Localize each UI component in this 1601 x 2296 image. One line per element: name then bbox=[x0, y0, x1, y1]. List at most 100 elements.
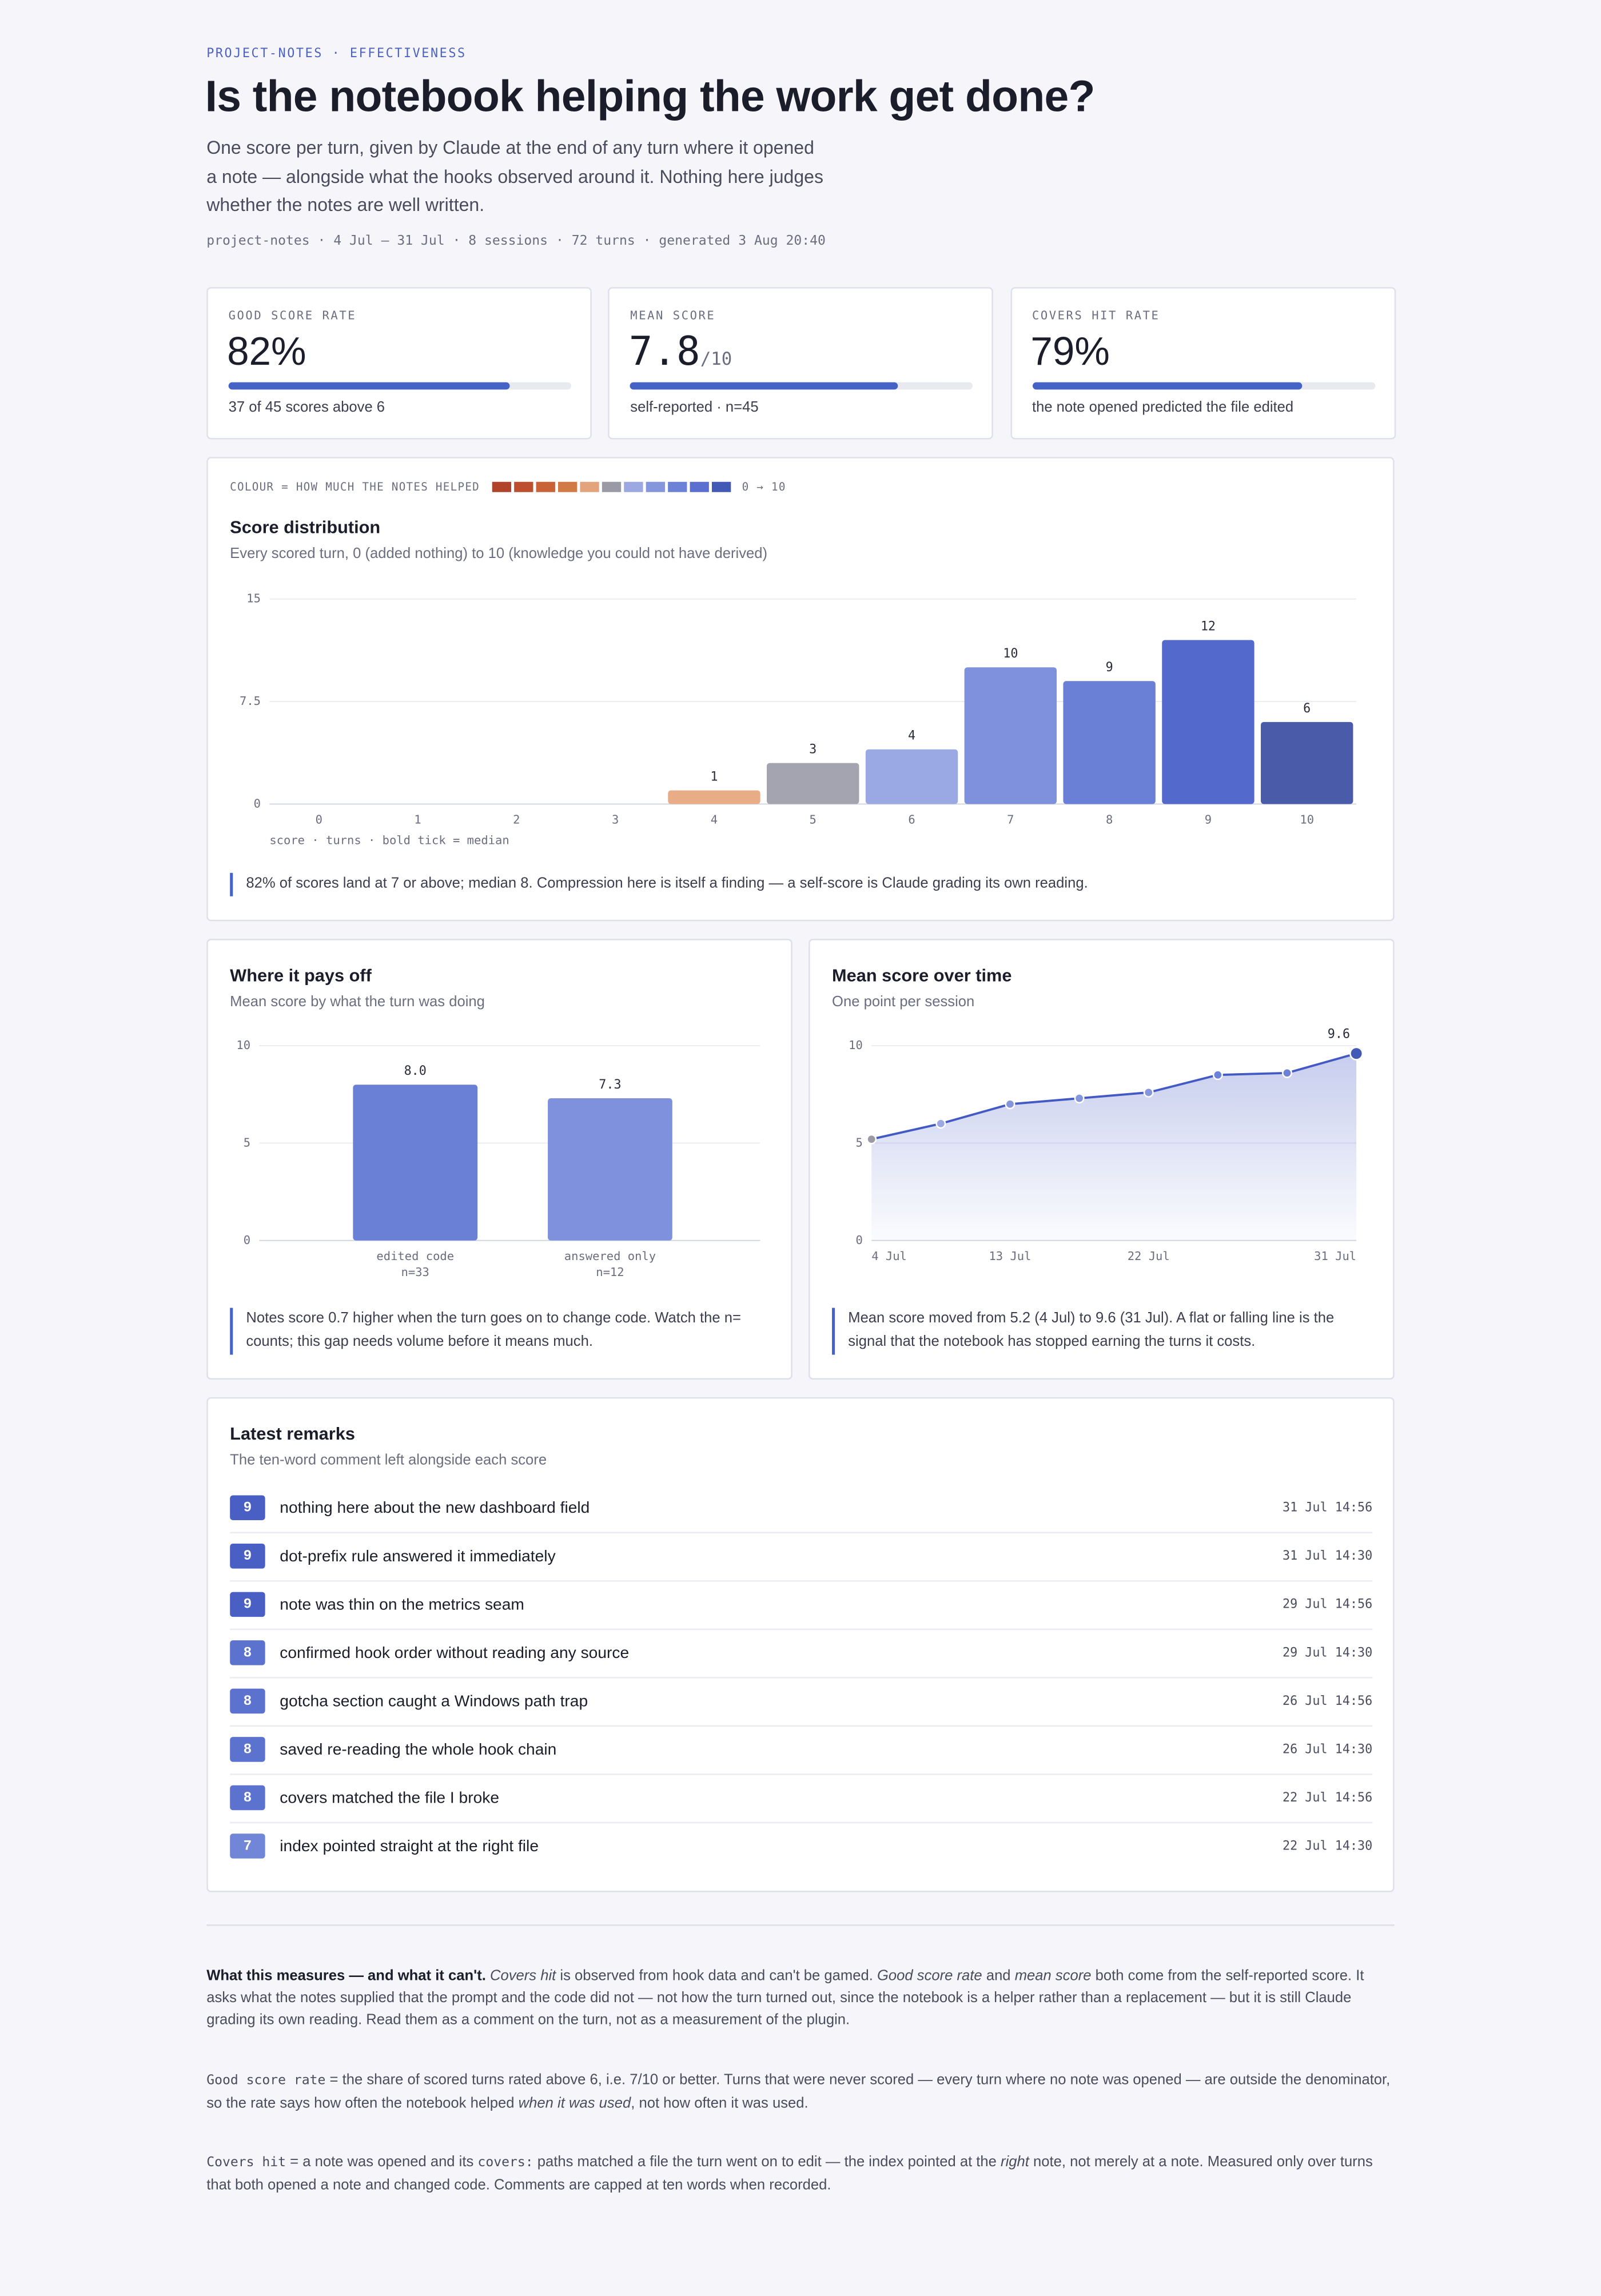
footer-text: What this measures — and what it can't. bbox=[206, 1968, 486, 1985]
footer-text bbox=[486, 1968, 490, 1984]
point bbox=[866, 1134, 877, 1145]
chart: 0 5 10 8.0 edited code n=33 7.3 answered only n=… bbox=[236, 1038, 760, 1279]
swatch bbox=[491, 481, 511, 492]
footer-paragraph: What this measures — and what it can't. … bbox=[206, 1966, 1395, 2031]
remark-text: dot-prefix rule answered it immediately bbox=[280, 1547, 556, 1565]
remark-text: saved re-reading the whole hook chain bbox=[280, 1740, 557, 1759]
footer-paragraph: Good score rate = the share of scored tu… bbox=[206, 2070, 1395, 2115]
y-tick-label: 10 bbox=[236, 1038, 250, 1052]
remark-row: 8 covers matched the file I broke 22 Jul 1… bbox=[230, 1773, 1373, 1824]
x-tick-label: 7 bbox=[1007, 813, 1014, 827]
point bbox=[1349, 1046, 1364, 1061]
kpi-value: 79% bbox=[1030, 329, 1109, 374]
x-tick-label: 10 bbox=[1300, 813, 1314, 827]
divider bbox=[206, 1924, 1395, 1926]
remark-text: gotcha section caught a Windows path tra… bbox=[280, 1692, 588, 1710]
footer-text: and bbox=[982, 1968, 1015, 1985]
x-tick-note: n=33 bbox=[401, 1265, 429, 1279]
swatch bbox=[667, 481, 687, 492]
chart: 0 5 10 4 Jul 13 Jul 22 Jul 9.6 31 Jul bbox=[849, 1027, 1364, 1263]
y-tick-label: 5 bbox=[855, 1135, 862, 1149]
score-badge: 8 bbox=[230, 1737, 265, 1762]
y-tick-label: 15 bbox=[246, 592, 261, 605]
bar bbox=[767, 763, 859, 804]
footer-text: = the share of scored turns rated above … bbox=[206, 2072, 1391, 2112]
kpi-number: 7.8 bbox=[628, 329, 700, 375]
eyebrow: PROJECT-NOTES · EFFECTIVENESS bbox=[206, 46, 467, 62]
remark-text: confirmed hook order without reading any… bbox=[280, 1644, 630, 1662]
value-label: 7.3 bbox=[599, 1078, 621, 1092]
kpi-label: COVERS HIT RATE bbox=[1032, 309, 1160, 322]
swatch bbox=[645, 481, 664, 492]
footer-text: note, not merely at a note. Measured onl… bbox=[206, 2154, 1373, 2194]
swatch bbox=[513, 481, 533, 492]
y-tick-label: 0 bbox=[244, 1233, 250, 1247]
kpi-suffix: /10 bbox=[700, 348, 732, 369]
kpi-value: 82% bbox=[227, 329, 306, 374]
point bbox=[1005, 1099, 1015, 1110]
remark-text: index pointed straight at the right file bbox=[280, 1837, 539, 1855]
payoff-card: Where it pays off Mean score by what the… bbox=[206, 939, 792, 1380]
legend-range: 0 → 10 bbox=[742, 480, 786, 494]
remark-row: 8 gotcha section caught a Windows path tr… bbox=[230, 1677, 1373, 1727]
trend-card: Mean score over time One point per sessi… bbox=[809, 939, 1395, 1380]
progress-track bbox=[630, 382, 973, 390]
score-badge: 9 bbox=[230, 1592, 265, 1617]
kpi-value: 7.8/10 bbox=[629, 329, 732, 374]
swatch bbox=[579, 481, 599, 492]
bar bbox=[353, 1085, 478, 1241]
value-label: 3 bbox=[809, 743, 817, 757]
axis-note: score · turns · bold tick = median bbox=[269, 833, 509, 847]
chart-title: Mean score over time bbox=[832, 965, 1012, 986]
page-title: Is the notebook helping the work get don… bbox=[205, 73, 1096, 122]
x-tick-label: 4 bbox=[711, 813, 718, 827]
remark-time: 31 Jul 14:56 bbox=[1282, 1500, 1373, 1516]
swatch bbox=[623, 481, 643, 492]
remark-time: 31 Jul 14:30 bbox=[1282, 1548, 1373, 1564]
x-tick-label: answered only bbox=[564, 1249, 656, 1263]
remark-time: 26 Jul 14:30 bbox=[1282, 1742, 1373, 1757]
progress-fill bbox=[630, 382, 898, 390]
footer-text: Covers hit bbox=[206, 2155, 286, 2171]
footer-text: , not how often it was used. bbox=[631, 2095, 809, 2112]
bar bbox=[668, 790, 760, 804]
progress-track bbox=[228, 382, 572, 390]
remark-text: nothing here about the new dashboard fie… bbox=[280, 1498, 590, 1517]
remark-text: note was thin on the metrics seam bbox=[280, 1595, 524, 1613]
chart-subtitle: One point per session bbox=[832, 994, 975, 1011]
kpi-label: MEAN SCORE bbox=[630, 309, 716, 322]
x-tick-label: 6 bbox=[908, 813, 915, 827]
value-label: 8.0 bbox=[404, 1064, 427, 1078]
kpi-note: self-reported · n=45 bbox=[630, 400, 759, 416]
remark-row: 9 nothing here about the new dashboard fi… bbox=[230, 1484, 1373, 1534]
swatch bbox=[557, 481, 577, 492]
bar bbox=[964, 667, 1057, 804]
bar bbox=[548, 1098, 672, 1241]
meta: project-notes · 4 Jul – 31 Jul · 8 sessi… bbox=[206, 234, 826, 249]
x-tick-label: 9 bbox=[1205, 813, 1212, 827]
kpi-number: 79% bbox=[1030, 329, 1110, 374]
value-label: 9 bbox=[1106, 660, 1113, 675]
value-label: 10 bbox=[1003, 647, 1018, 661]
bar bbox=[1063, 681, 1156, 804]
x-tick-label: 8 bbox=[1106, 813, 1113, 827]
y-tick-label: 7.5 bbox=[240, 694, 261, 708]
footer-paragraph: Covers hit = a note was opened and its c… bbox=[206, 2151, 1395, 2197]
value-label: 12 bbox=[1201, 619, 1216, 633]
bar bbox=[1162, 640, 1254, 804]
chart-title: Where it pays off bbox=[230, 965, 372, 986]
x-tick-label: 2 bbox=[513, 813, 520, 827]
y-tick-label: 10 bbox=[849, 1038, 863, 1052]
legend-label: COLOUR = HOW MUCH THE NOTES HELPED bbox=[230, 480, 480, 494]
page-subtitle: One score per turn, given by Claude at t… bbox=[206, 137, 823, 216]
point bbox=[1282, 1067, 1292, 1078]
x-tick-label: edited code bbox=[376, 1249, 454, 1263]
remark-row: 8 saved re-reading the whole hook chain 26… bbox=[230, 1725, 1373, 1775]
line bbox=[871, 1052, 1357, 1141]
point bbox=[1074, 1093, 1085, 1104]
kpi-label: GOOD SCORE RATE bbox=[228, 309, 357, 322]
remark-row: 9 dot-prefix rule answered it immediately… bbox=[230, 1532, 1373, 1582]
remarks-card: Latest remarks The ten-word comment left… bbox=[206, 1397, 1395, 1892]
